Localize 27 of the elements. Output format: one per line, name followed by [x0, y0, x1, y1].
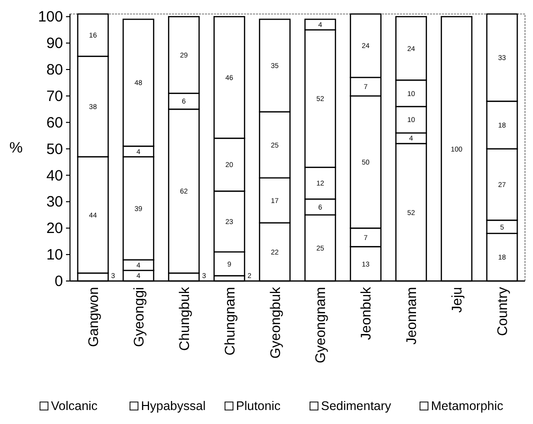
- y-tick-label: 50: [46, 140, 63, 158]
- x-tick-label: Country: [494, 287, 510, 336]
- x-tick-label: Chungbuk: [176, 286, 192, 351]
- x-tick-label: Gyeongnam: [312, 287, 328, 364]
- y-tick-label: 90: [46, 35, 63, 52]
- y-tick-label: 20: [46, 220, 63, 238]
- y-tick-label: 10: [46, 246, 63, 264]
- y-tick-label: 30: [46, 194, 63, 211]
- y-tick-label: 0: [54, 273, 63, 290]
- y-axis-title: %: [9, 140, 23, 156]
- y-tick-label: 70: [46, 88, 63, 105]
- x-tick-label: Gangwon: [84, 287, 101, 347]
- y-tick-label: 40: [46, 167, 63, 184]
- x-tick-label: Chungnam: [221, 287, 238, 356]
- legend-label: Metamorphic: [431, 399, 504, 413]
- legend-label: Plutonic: [236, 399, 280, 413]
- x-tick-label: Jeju: [448, 287, 465, 313]
- y-tick-label: 100: [38, 8, 63, 26]
- x-tick-label: Gyeonggi: [130, 287, 146, 347]
- legend-label: Hypabyssal: [141, 399, 206, 413]
- y-tick-label: 60: [46, 114, 63, 132]
- legend-label: Sedimentary: [321, 399, 392, 413]
- legend-label: Volcanic: [51, 399, 98, 413]
- x-tick-label: Jeonbuk: [358, 286, 374, 340]
- y-tick-label: 80: [46, 62, 63, 79]
- x-tick-label: Gyeongbuk: [266, 286, 283, 359]
- x-tick-label: Jeonnam: [403, 287, 420, 345]
